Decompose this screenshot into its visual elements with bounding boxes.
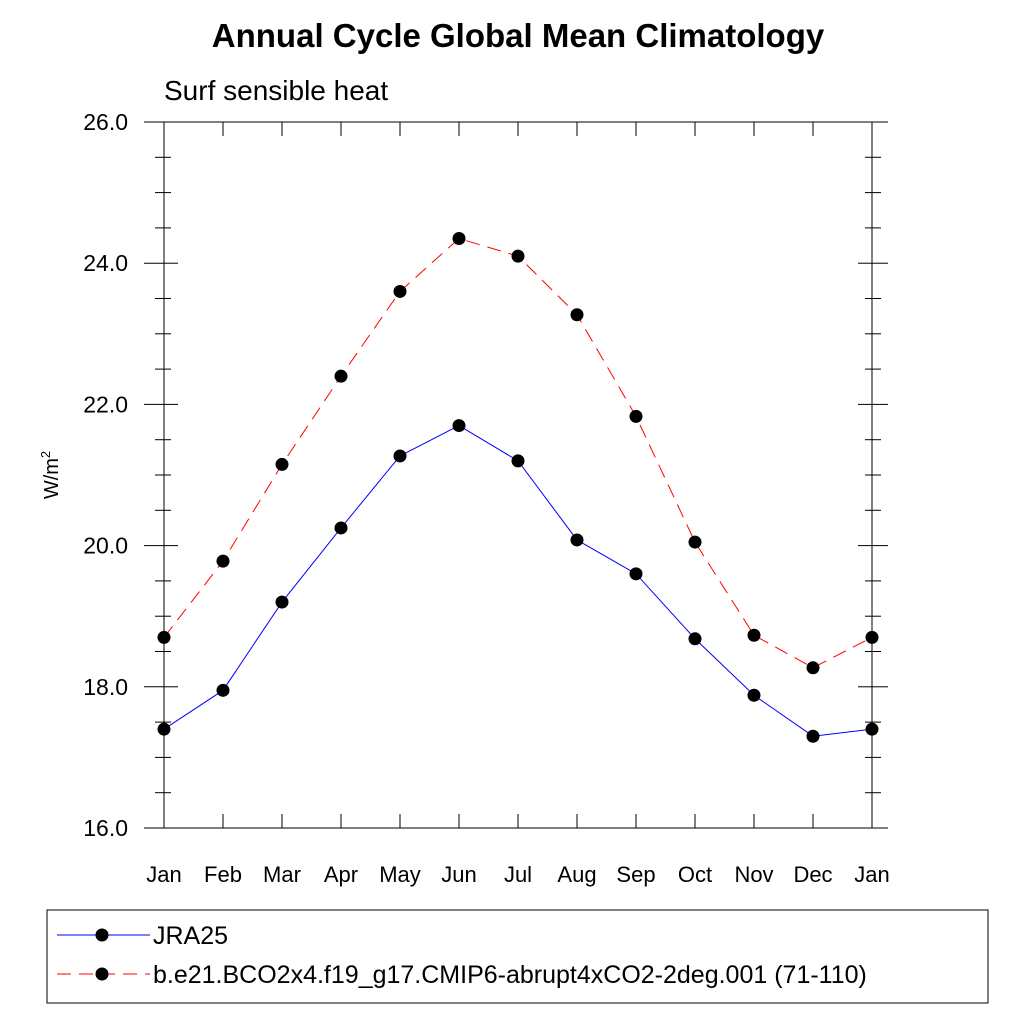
legend-swatch-jra25-marker — [95, 928, 109, 942]
y-tick-label: 18.0 — [83, 674, 128, 700]
series-0-point — [629, 567, 643, 581]
x-tick-label: Feb — [204, 862, 242, 887]
y-tick-label: 22.0 — [83, 391, 128, 417]
series-1-point — [452, 231, 466, 245]
y-tick-label: 16.0 — [83, 815, 128, 841]
series-0-point — [570, 533, 584, 547]
x-tick-label: Jul — [504, 862, 532, 887]
series-1-point — [216, 554, 230, 568]
series-1-point — [629, 409, 643, 423]
series-1-point — [511, 249, 525, 263]
series-line-1 — [163, 237, 873, 669]
legend-frame — [46, 909, 989, 1004]
series-1-point — [275, 457, 289, 471]
x-tick-label: Apr — [324, 862, 358, 887]
legend-label-jra25: JRA25 — [153, 922, 228, 950]
series-0-point — [334, 521, 348, 535]
series-1-point — [747, 628, 761, 642]
series-layer — [157, 231, 879, 743]
series-0-point — [157, 722, 171, 736]
x-tick-label: Dec — [793, 862, 832, 887]
legend: JRA25 b.e21.BCO2x4.f19_g17.CMIP6-abrupt4… — [46, 909, 989, 1004]
y-tick-label: 26.0 — [83, 109, 128, 135]
legend-swatch-cmip6-marker — [95, 967, 109, 981]
series-1-point — [157, 630, 171, 644]
x-tick-label: Jan — [146, 862, 181, 887]
x-tick-label: Aug — [557, 862, 596, 887]
axis-ticks — [144, 121, 888, 829]
series-1-point — [806, 661, 820, 675]
y-tick-label: 24.0 — [83, 250, 128, 276]
chart-subtitle: Surf sensible heat — [164, 75, 388, 106]
x-tick-label: Jun — [441, 862, 476, 887]
series-1-point — [865, 630, 879, 644]
series-0-point — [216, 683, 230, 697]
x-tick-label: Mar — [263, 862, 301, 887]
series-1-point — [393, 284, 407, 298]
legend-label-cmip6: b.e21.BCO2x4.f19_g17.CMIP6-abrupt4xCO2-2… — [153, 961, 867, 989]
series-0-point — [275, 595, 289, 609]
plot-axes — [163, 121, 873, 829]
x-tick-label: Jan — [854, 862, 889, 887]
y-tick-label: 20.0 — [83, 533, 128, 559]
x-tick-label: Sep — [616, 862, 655, 887]
series-0-point — [806, 729, 820, 743]
x-tick-label: Oct — [678, 862, 712, 887]
series-0-point — [688, 632, 702, 646]
series-0-point — [747, 688, 761, 702]
series-0-point — [452, 419, 466, 433]
series-0-point — [865, 722, 879, 736]
series-1-point — [570, 308, 584, 322]
series-0-point — [393, 449, 407, 463]
series-line-0 — [163, 425, 873, 737]
series-1-point — [688, 535, 702, 549]
plot-frame — [163, 121, 873, 829]
x-tick-label: May — [379, 862, 421, 887]
axis-tick-labels: Jan Feb Mar Apr May Jun Jul Aug Sep Oct Nov Dec Jan 1… — [83, 109, 890, 887]
series-0-point — [511, 454, 525, 468]
y-axis-label: W/m2 — [38, 451, 63, 499]
chart-title: Annual Cycle Global Mean Climatology — [212, 17, 825, 54]
x-tick-label: Nov — [734, 862, 773, 887]
series-1-point — [334, 369, 348, 383]
